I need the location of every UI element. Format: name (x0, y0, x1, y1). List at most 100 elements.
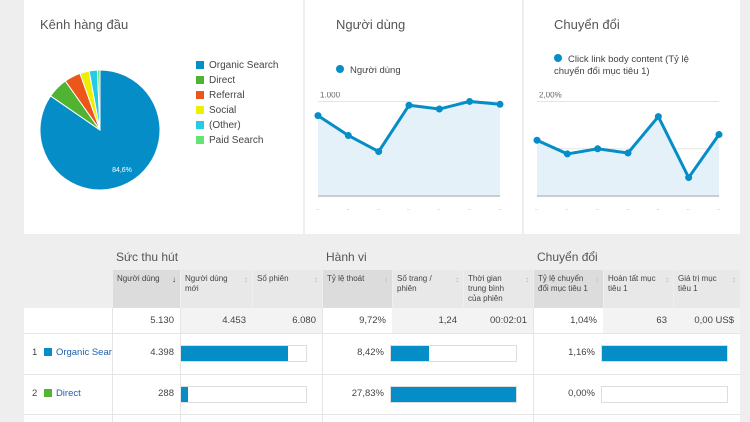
total-value: 6.080 (252, 308, 322, 333)
data-point[interactable] (715, 131, 723, 139)
users-value: 288 (158, 388, 174, 399)
channel-swatch-icon (43, 389, 52, 397)
legend-item[interactable]: Organic Search (196, 58, 278, 73)
bounce-value: 8,42% (357, 347, 384, 358)
column-header[interactable]: Người dùng ↓ (113, 270, 180, 308)
pie-legend: Organic Search Direct Referral Social (Other… (196, 58, 278, 148)
column-header[interactable]: Thời gian trung bình của phiên ↕ (464, 270, 533, 308)
bounce-value: 27,83% (351, 388, 384, 399)
total-value: 4.453 (180, 308, 252, 333)
column-header-label: Tỷ lệ thoát (327, 274, 365, 283)
total-value: 00:02:01 (463, 308, 533, 333)
conv-value: 1,16% (568, 347, 595, 358)
column-header-label: Hoàn tất mục tiêu 1 (608, 274, 656, 293)
legend-swatch-icon (196, 121, 204, 129)
users-title: Người dùng (336, 17, 406, 32)
column-header[interactable]: Tỷ lệ chuyển đổi mục tiêu 1 ↕ (534, 270, 603, 308)
data-point[interactable] (435, 105, 443, 113)
data-point[interactable] (624, 149, 632, 157)
column-header[interactable]: Số phiên ↕ (253, 270, 322, 308)
column-divider (112, 308, 113, 422)
data-point[interactable] (314, 112, 322, 120)
row-divider (24, 333, 740, 334)
legend-swatch-icon (196, 106, 204, 114)
sort-arrow-icon: ↕ (455, 275, 459, 284)
users-value: 4.398 (150, 347, 174, 358)
x-tick-mark: .. (377, 206, 381, 212)
legend-item[interactable]: Direct (196, 73, 278, 88)
x-tick-mark: .. (687, 206, 691, 212)
column-divider (533, 308, 534, 422)
x-tick-mark: .. (717, 206, 721, 212)
channel-link[interactable]: Organic Sear (55, 347, 112, 358)
x-tick-mark: .. (596, 206, 600, 212)
column-header[interactable]: Hoàn tất mục tiêu 1 ↕ (604, 270, 673, 308)
x-tick-mark: .. (437, 206, 441, 212)
data-point[interactable] (375, 148, 383, 156)
users-share-bar (180, 386, 307, 403)
data-point[interactable] (563, 150, 571, 158)
row-divider (24, 374, 740, 375)
bounce-share-bar (390, 386, 517, 403)
column-header-label: Số trang / phiên (397, 274, 432, 293)
column-divider (322, 308, 323, 422)
legend-label: Social (209, 105, 237, 116)
legend-swatch-icon (196, 76, 204, 84)
column-header[interactable]: Người dùng mới ↕ (181, 270, 252, 308)
column-header[interactable]: Tỷ lệ thoát ↕ (323, 270, 392, 308)
column-header-label: Giá trị mục tiêu 1 (678, 274, 717, 293)
channel-link[interactable]: Direct (55, 388, 81, 399)
total-value: 1,24 (392, 308, 463, 333)
x-tick-mark: .. (535, 206, 539, 212)
sort-arrow-icon: ↕ (665, 275, 669, 284)
legend-item[interactable]: Paid Search (196, 133, 278, 148)
x-tick-mark: .. (498, 206, 502, 212)
legend-swatch-icon (196, 136, 204, 144)
conversion-title: Chuyển đổi (554, 17, 620, 32)
data-point[interactable] (654, 113, 662, 121)
pie-slice-5[interactable] (96, 69, 101, 131)
row-divider (24, 414, 740, 415)
data-point[interactable] (685, 174, 693, 182)
legend-dot-icon (336, 65, 344, 73)
legend-item[interactable]: Referral (196, 88, 278, 103)
column-header[interactable]: Giá trị mục tiêu 1 ↕ (674, 270, 740, 308)
column-header-label: Thời gian trung bình của phiên (468, 274, 505, 303)
data-point[interactable] (466, 97, 474, 105)
legend-label: Organic Search (209, 60, 279, 71)
sort-arrow-icon: ↕ (525, 275, 529, 284)
users-share-bar (180, 345, 307, 362)
data-point[interactable] (533, 136, 541, 144)
area-fill (318, 101, 500, 196)
y-tick-label: 1.000 (320, 92, 341, 99)
users-legend: Người dùng (336, 65, 401, 77)
column-group-title: Chuyển đổi (537, 250, 598, 264)
sort-arrow-icon: ↕ (244, 275, 248, 284)
legend-item[interactable]: Social (196, 103, 278, 118)
legend-label: Paid Search (209, 135, 264, 146)
column-header-label: Người dùng (117, 274, 160, 283)
column-divider (180, 308, 181, 422)
x-tick-mark: .. (626, 206, 630, 212)
pie-chart: 84,6% (39, 69, 161, 191)
data-point[interactable] (405, 101, 413, 109)
y-tick-label: 2,00% (539, 92, 562, 99)
data-point[interactable] (594, 145, 602, 153)
sort-arrow-icon: ↕ (314, 275, 318, 284)
column-header[interactable]: Số trang / phiên ↕ (393, 270, 463, 308)
legend-item[interactable]: (Other) (196, 118, 278, 133)
column-header-label: Tỷ lệ chuyển đổi mục tiêu 1 (538, 274, 588, 293)
slice-data-label: 84,6% (112, 167, 132, 174)
column-header-label: Người dùng mới (185, 274, 228, 293)
legend-label: Referral (209, 90, 245, 101)
conv-value: 0,00% (568, 388, 595, 399)
x-tick-mark: .. (316, 206, 320, 212)
legend-dot-icon (554, 54, 562, 62)
data-point[interactable] (344, 131, 352, 139)
legend-label: Người dùng (350, 65, 401, 76)
row-rank: 1 (32, 347, 38, 358)
row-label: 2 Direct (32, 388, 112, 402)
total-value: 1,04% (533, 308, 603, 333)
data-point[interactable] (496, 100, 504, 108)
legend-label: (Other) (209, 120, 241, 131)
